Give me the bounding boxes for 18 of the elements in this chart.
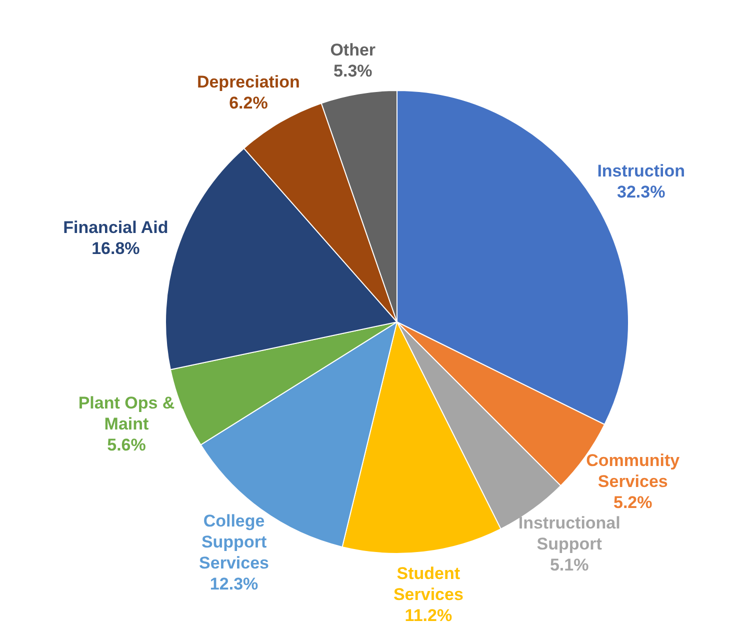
data-label: 5.3% bbox=[334, 61, 372, 80]
slice-label: Community Services bbox=[586, 450, 680, 491]
slice-label: Other bbox=[330, 40, 376, 60]
data-label: 6.2% bbox=[229, 94, 268, 113]
slice-label: Plant Ops & Maint bbox=[78, 394, 175, 434]
data-label: 12.3% bbox=[210, 574, 258, 594]
data-label: 5.1% bbox=[550, 556, 589, 575]
slice-label: College Support Services bbox=[199, 512, 269, 573]
data-label: 11.2% bbox=[404, 606, 452, 625]
data-label: 5.6% bbox=[107, 436, 146, 455]
slice-label: Financial Aid bbox=[63, 218, 168, 237]
data-label: 32.3% bbox=[617, 182, 666, 202]
slice-label: Instruction bbox=[597, 162, 686, 181]
data-label: 16.8% bbox=[92, 238, 140, 258]
data-label: 5.2% bbox=[614, 492, 652, 512]
slice-label: Depreciation bbox=[196, 72, 300, 92]
slice-label: Instructional Support bbox=[518, 514, 620, 554]
slice-label: Student Services bbox=[393, 564, 464, 604]
